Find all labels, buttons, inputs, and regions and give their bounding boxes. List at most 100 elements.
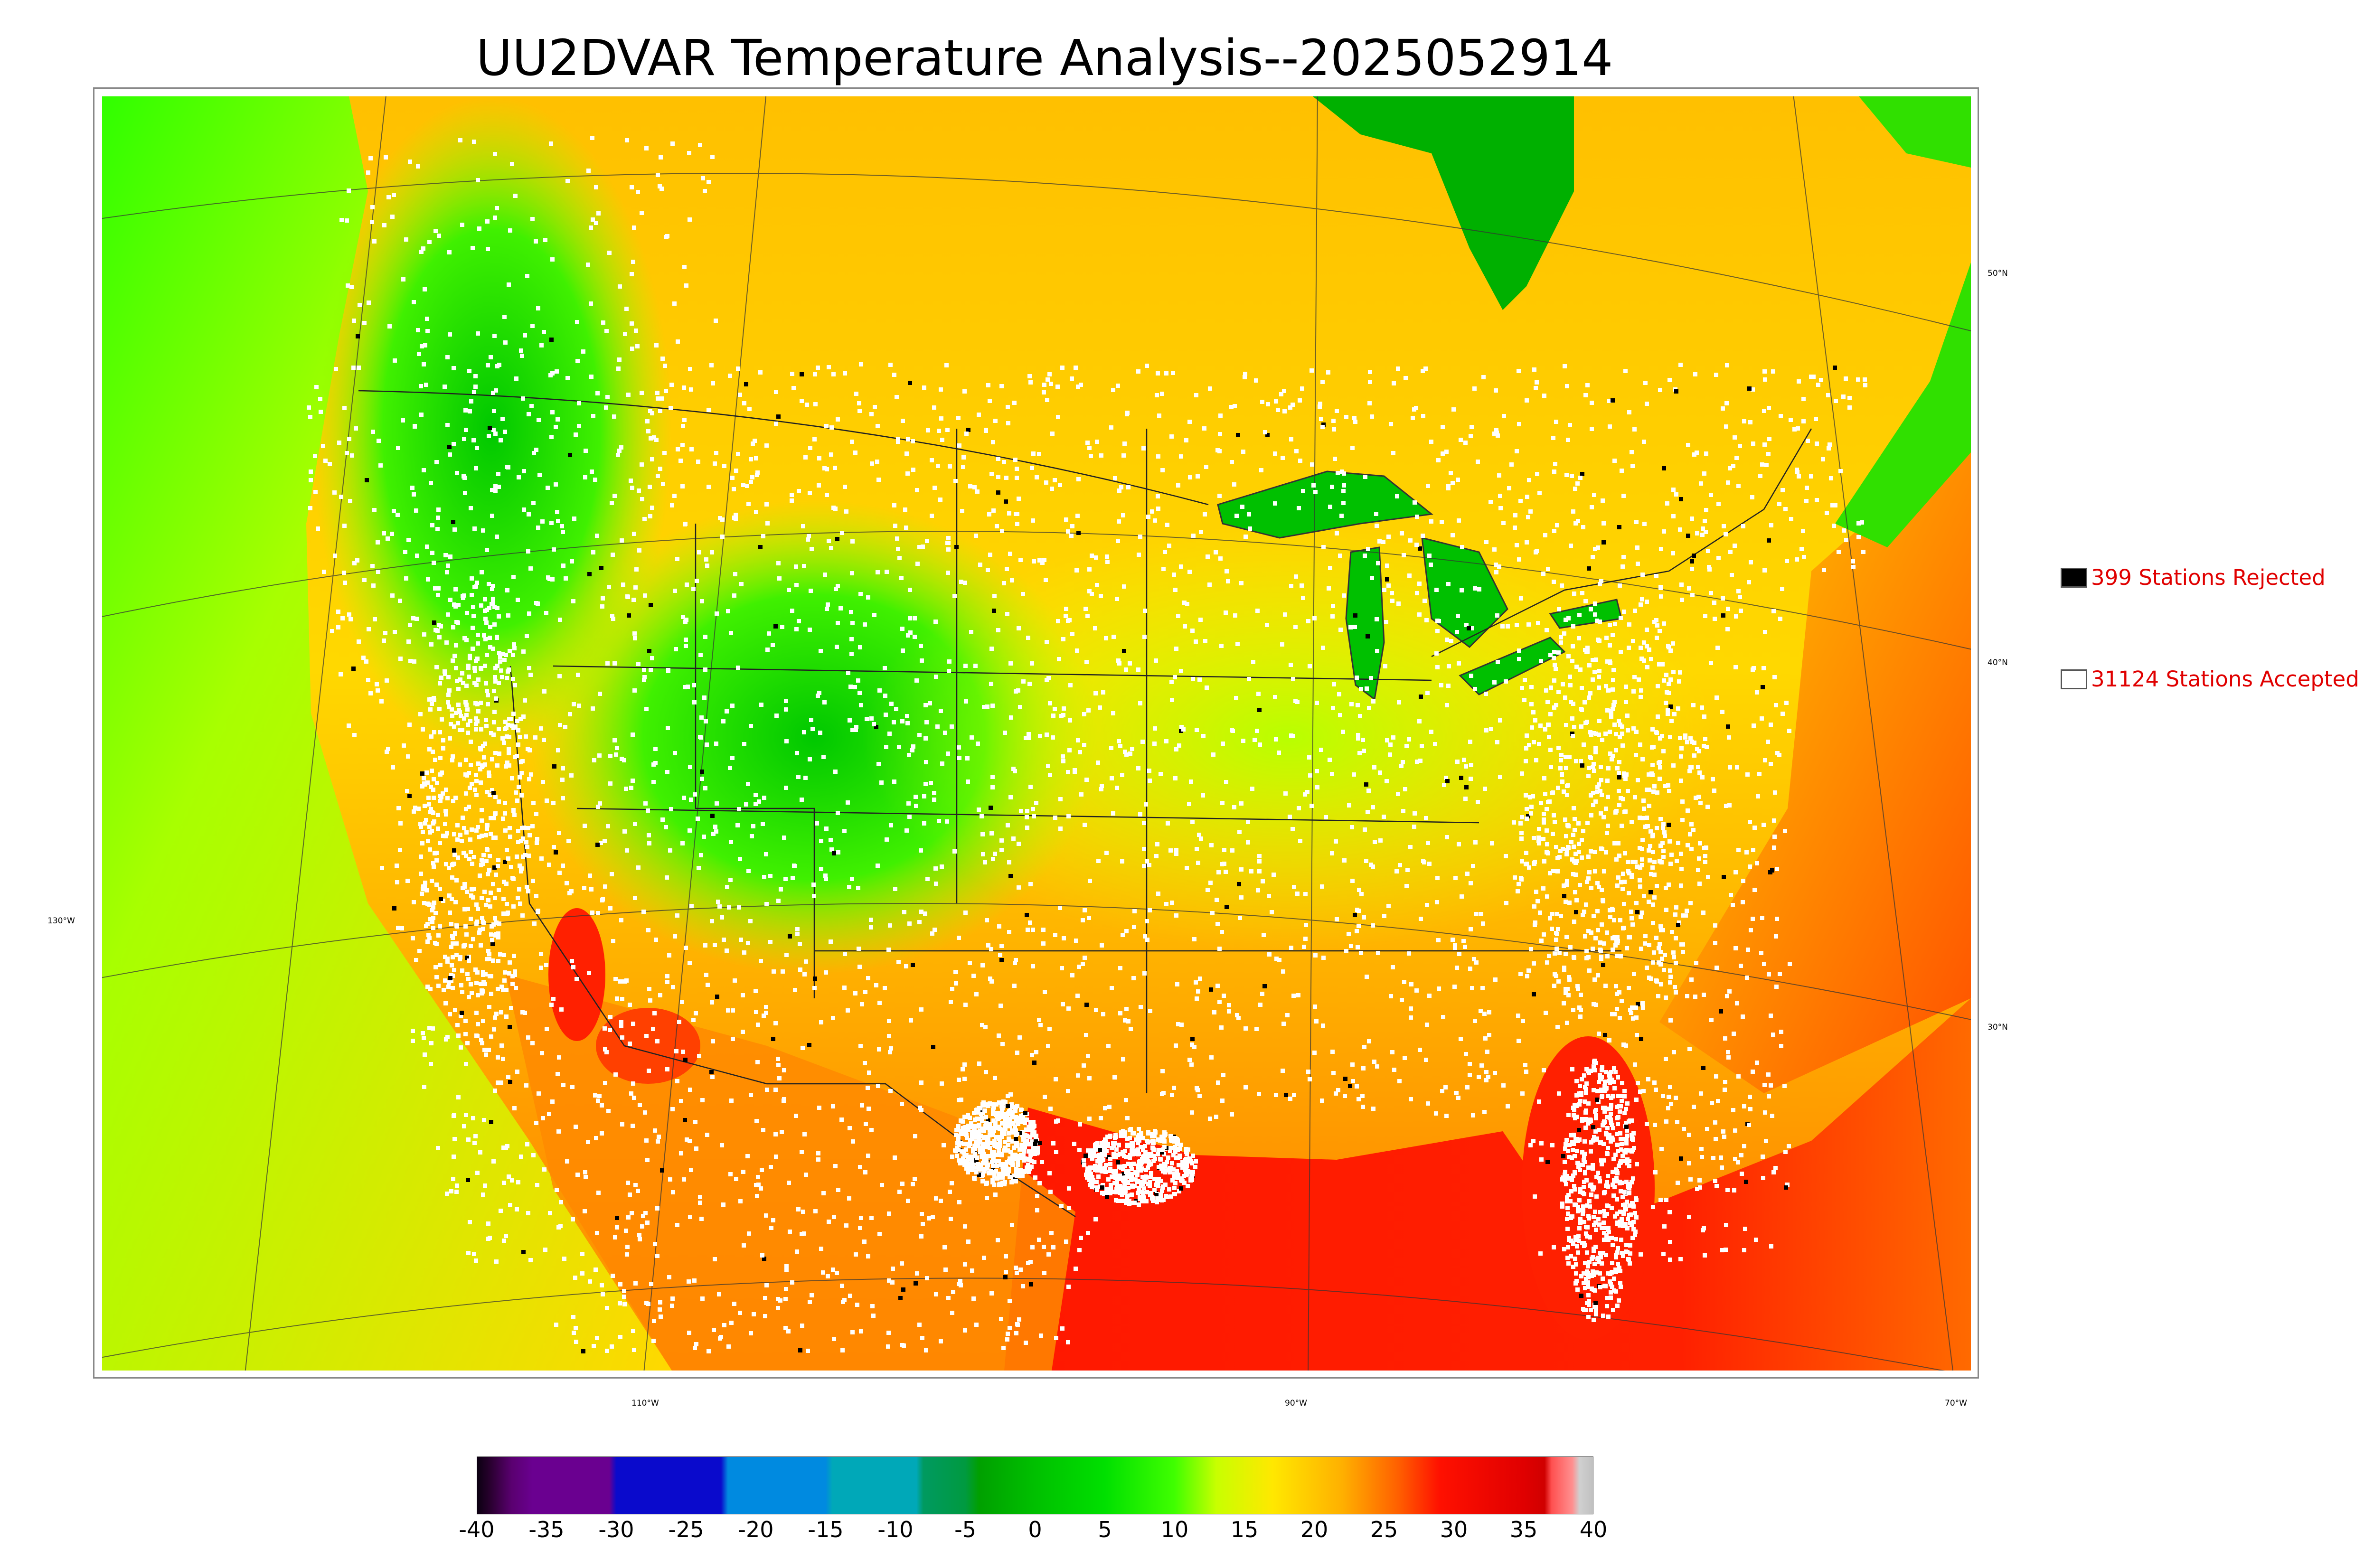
station-marker (1117, 488, 1121, 493)
station-marker (923, 703, 928, 707)
station-marker (1604, 850, 1608, 854)
station-marker (883, 986, 887, 990)
station-marker (742, 950, 746, 955)
station-marker (1564, 1182, 1568, 1186)
station-marker (1733, 665, 1738, 669)
station-marker (688, 217, 692, 222)
station-marker (1627, 646, 1631, 650)
station-marker (1007, 930, 1011, 934)
station-marker (1564, 723, 1568, 727)
station-marker (455, 823, 460, 827)
station-marker (623, 332, 627, 336)
station-marker (593, 1093, 597, 1098)
station-marker (1647, 900, 1651, 904)
station-marker (436, 516, 440, 520)
station-marker (1669, 719, 1674, 723)
station-marker (586, 1140, 590, 1144)
station-marker (1716, 1099, 1720, 1103)
station-marker (1614, 732, 1618, 736)
station-marker (909, 1018, 913, 1023)
station-marker (362, 321, 367, 325)
station-marker (443, 385, 447, 389)
station-marker (1086, 1231, 1090, 1235)
station-marker (475, 581, 479, 585)
station-marker (1594, 1061, 1598, 1065)
station-marker (1576, 1209, 1580, 1213)
station-marker (787, 588, 791, 592)
station-marker (825, 467, 829, 471)
station-marker (819, 839, 823, 843)
station-marker (1306, 619, 1310, 623)
station-marker (512, 813, 517, 817)
station-marker (1663, 784, 1667, 788)
station-marker (640, 391, 644, 395)
station-marker (1166, 821, 1170, 826)
station-marker (989, 472, 994, 476)
station-marker (1619, 1285, 1623, 1289)
station-marker (664, 389, 668, 393)
station-marker (451, 625, 455, 629)
station-marker (835, 645, 839, 649)
station-marker (1647, 648, 1651, 652)
station-marker (526, 826, 530, 830)
station-marker (1759, 951, 1763, 955)
station-marker (1696, 868, 1700, 872)
station-marker (1441, 425, 1445, 429)
station-marker (800, 399, 804, 403)
station-marker (1598, 789, 1602, 793)
station-marker (794, 564, 798, 569)
station-marker (1609, 714, 1613, 719)
station-marker (1690, 516, 1694, 521)
station-marker (595, 1231, 599, 1235)
station-marker (1581, 1191, 1585, 1195)
station-marker (658, 184, 662, 188)
station-marker (1736, 848, 1741, 852)
station-marker (1618, 1131, 1622, 1136)
station-marker (1470, 986, 1474, 990)
station-marker (455, 471, 459, 475)
station-marker (520, 354, 524, 358)
station-marker (460, 990, 464, 994)
station-marker (1543, 533, 1547, 537)
station-marker (1618, 1281, 1622, 1285)
station-marker (511, 726, 516, 730)
station-marker (1738, 444, 1742, 448)
station-marker (809, 589, 813, 593)
station-marker (1482, 1110, 1487, 1114)
station-marker (1054, 1336, 1058, 1340)
station-marker (1215, 922, 1220, 926)
station-marker (1714, 1137, 1718, 1141)
station-marker (1604, 1183, 1608, 1188)
station-marker (1155, 842, 1159, 846)
station-marker (503, 860, 507, 864)
station-marker (376, 540, 380, 545)
station-marker (714, 319, 718, 323)
station-marker (655, 1254, 659, 1258)
temperature-map[interactable] (102, 96, 1971, 1371)
station-marker (643, 593, 647, 598)
station-marker (1580, 1077, 1584, 1081)
station-marker (829, 847, 834, 852)
station-marker (689, 387, 693, 392)
station-marker (751, 824, 755, 828)
station-marker (957, 1098, 961, 1102)
station-marker (487, 1005, 491, 1009)
station-marker (1575, 481, 1580, 486)
station-marker (1576, 821, 1581, 826)
station-marker (422, 776, 426, 780)
station-marker (1303, 892, 1308, 896)
station-marker (1015, 1271, 1019, 1275)
station-marker (1008, 874, 1013, 878)
station-marker (647, 841, 651, 845)
station-marker (709, 1070, 714, 1074)
station-marker (1697, 749, 1701, 753)
station-marker (1545, 960, 1549, 965)
station-marker (452, 862, 456, 866)
station-marker (747, 1231, 751, 1236)
station-marker (821, 1270, 825, 1275)
station-marker (1096, 761, 1100, 765)
station-marker (590, 911, 594, 915)
station-marker (1014, 958, 1018, 962)
station-marker (1024, 736, 1028, 740)
station-marker (843, 485, 847, 489)
